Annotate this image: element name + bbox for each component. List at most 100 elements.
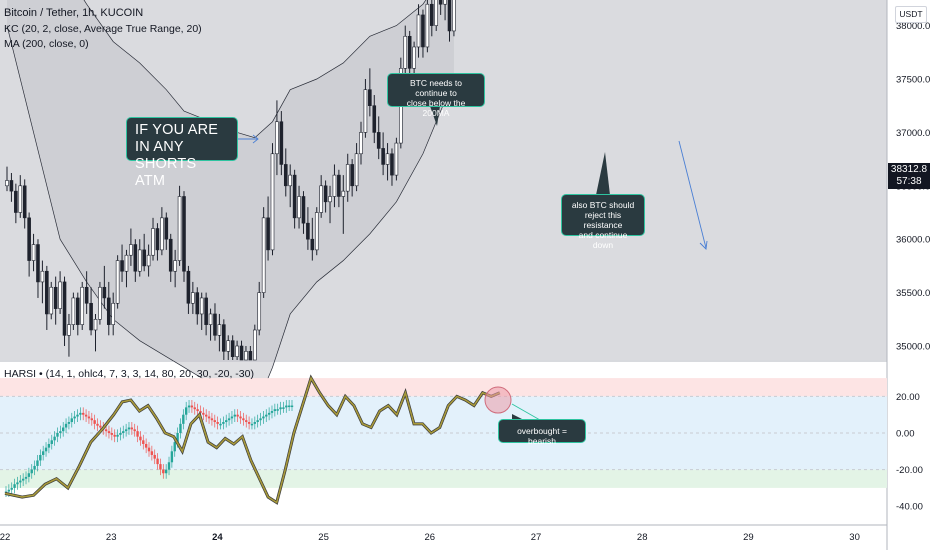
candle-up <box>443 0 447 5</box>
candle-up <box>111 302 115 325</box>
ma-legend[interactable]: MA (200, close, 0) <box>4 38 89 50</box>
time-tick-label: 27 <box>531 532 542 543</box>
candle-up <box>319 185 323 213</box>
rsi-line <box>4 376 501 504</box>
candle-down <box>22 185 27 219</box>
candle-up <box>124 254 129 272</box>
harsi-candle-up <box>230 416 234 419</box>
harsi-candle-down <box>93 420 96 424</box>
candle-down <box>186 270 191 304</box>
harsi-candle-up <box>79 412 82 415</box>
candle-up <box>177 196 182 261</box>
harsi-candle-down <box>159 464 162 470</box>
candle-up <box>314 212 319 251</box>
harsi-candle-up <box>64 423 68 428</box>
harsi-candle-down <box>156 458 159 465</box>
harsi-candle-up <box>27 473 31 477</box>
harsi-candle-up <box>50 440 53 444</box>
ma-note-line-2: close below the 200MA <box>406 98 466 118</box>
candle-down <box>301 196 306 224</box>
harsi-candle-up <box>270 411 274 413</box>
symbol-title: Bitcoin / Tether, 1h, KUCOIN <box>4 7 144 19</box>
harsi-candle-up <box>173 442 176 452</box>
candle-down <box>14 190 18 213</box>
candle-up <box>244 351 248 361</box>
harsi-candle-down <box>213 420 216 423</box>
candle-up <box>359 132 363 155</box>
candle-up <box>434 0 439 26</box>
candle-down <box>168 238 173 272</box>
harsi-candle-up <box>276 409 279 411</box>
candle-up <box>257 292 262 331</box>
harsi-candle-up <box>73 416 76 419</box>
harsi-candle-up <box>16 482 19 485</box>
candle-down <box>89 302 93 331</box>
time-tick-label: 29 <box>743 532 754 543</box>
harsi-candle-up <box>47 443 51 448</box>
candle-down <box>142 249 146 267</box>
harsi-candle-down <box>207 416 211 419</box>
candle-down <box>350 164 354 187</box>
candle-up <box>261 217 266 293</box>
candle-down <box>106 297 111 325</box>
candle-down <box>438 0 443 5</box>
harsi-candle-down <box>150 451 154 455</box>
candle-down <box>429 3 434 26</box>
harsi-candle-down <box>130 427 134 430</box>
osc-tick-label: 0.00 <box>896 429 915 440</box>
harsi-candle-up <box>39 454 42 461</box>
overbought-pointer <box>512 414 524 420</box>
candle-down <box>323 185 328 203</box>
kc-upper-line <box>83 0 427 139</box>
candle-down <box>292 174 297 219</box>
currency-label[interactable]: USDT <box>895 6 927 23</box>
ma-note-callout: BTC needs to continue to close below the… <box>387 73 485 118</box>
harsi-candle-up <box>56 433 59 437</box>
harsi-candle-up <box>265 414 268 417</box>
harsi-candle-up <box>36 460 39 466</box>
candle-down <box>213 313 217 336</box>
candle-up <box>40 270 45 283</box>
down-arrow-head <box>699 240 708 250</box>
harsi-candle-up <box>76 414 79 417</box>
kc-legend[interactable]: KC (20, 2, close, Average True Range, 20… <box>4 23 202 35</box>
candle-up <box>270 153 275 251</box>
resistance-note-line-3: and continue down <box>578 230 628 250</box>
harsi-candle-up <box>67 422 71 424</box>
harsi-candle-up <box>53 436 56 441</box>
harsi-candle-down <box>87 416 91 419</box>
candle-up <box>80 286 85 325</box>
harsi-candle-down <box>90 418 93 421</box>
time-tick-label: 28 <box>637 532 648 543</box>
candle-down <box>182 196 186 272</box>
candle-up <box>341 190 346 197</box>
candle-down <box>368 89 372 107</box>
price-tick-label: 37000.0 <box>896 128 930 139</box>
harsi-candle-up <box>225 420 228 423</box>
harsi-candle-up <box>119 433 122 435</box>
candle-down <box>310 238 315 251</box>
harsi-candle-down <box>142 440 145 444</box>
ma-note-line-1: BTC needs to continue to <box>410 78 462 98</box>
harsi-candle-up <box>164 469 168 474</box>
harsi-candle-down <box>110 433 114 435</box>
harsi-candle-up <box>30 469 33 474</box>
harsi-candle-down <box>247 422 251 424</box>
candle-up <box>235 345 239 357</box>
candle-down <box>76 297 80 325</box>
last-price-value: 38312.8 <box>890 164 928 175</box>
harsi-candle-up <box>179 423 182 433</box>
harsi-candle-down <box>96 423 99 426</box>
candle-down <box>447 0 452 32</box>
harsi-candle-up <box>267 412 271 415</box>
candle-up <box>297 196 301 219</box>
harsi-candle-up <box>262 416 265 419</box>
harsi-candle-up <box>282 407 285 409</box>
harsi-legend[interactable]: HARSI • (14, 1, ohlc4, 7, 3, 3, 14, 80, … <box>4 368 254 380</box>
harsi-candle-up <box>250 423 254 426</box>
harsi-candle-up <box>170 451 174 463</box>
harsi-candle-up <box>176 433 179 443</box>
harsi-candle-down <box>199 411 202 413</box>
